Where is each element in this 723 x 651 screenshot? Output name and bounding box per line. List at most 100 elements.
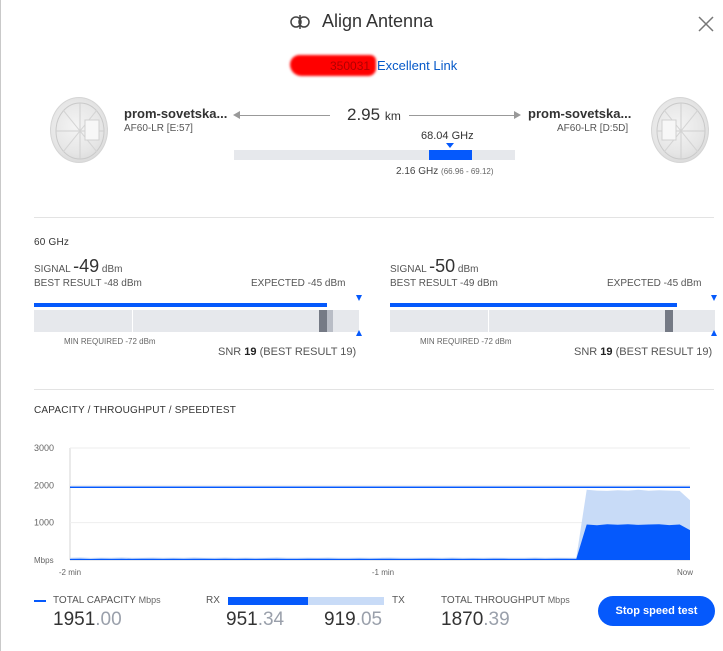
total-throughput-label: TOTAL THROUGHPUT xyxy=(441,595,545,606)
total-throughput-dec: .39 xyxy=(483,609,510,630)
local-expected: EXPECTED -45 dBm xyxy=(251,278,346,289)
distance-line-left xyxy=(238,115,330,116)
expected-marker-bottom-icon xyxy=(711,330,717,336)
signal-value: -49 xyxy=(73,256,100,276)
total-capacity-dec: .00 xyxy=(95,609,122,630)
antenna-icon xyxy=(290,15,310,29)
min-required-value: -72 dBm xyxy=(125,337,156,346)
expected-marker-bottom-icon xyxy=(356,330,362,336)
redacted-link-id xyxy=(290,55,376,76)
total-capacity-header: TOTAL CAPACITY Mbps xyxy=(53,595,161,606)
snr-label: SNR xyxy=(574,346,598,358)
link-status: Excellent Link xyxy=(377,58,458,73)
remote-device-name: prom-sovetska... xyxy=(528,106,632,121)
tx-value: 919.05 xyxy=(324,609,382,631)
capacity-throughput-chart: 3000 2000 1000 Mbps -2 min -1 min Now xyxy=(34,443,693,577)
local-best-result: BEST RESULT -48 dBm xyxy=(34,278,142,289)
snr-value: 19 xyxy=(600,346,613,358)
y-tick-label: 3000 xyxy=(34,443,54,453)
dish-grid-icon xyxy=(656,102,706,160)
divider xyxy=(34,217,714,218)
snr-best: (BEST RESULT 19) xyxy=(259,346,357,358)
total-throughput-header: TOTAL THROUGHPUT Mbps xyxy=(441,595,570,606)
frequency-marker-icon xyxy=(446,143,454,148)
rx-area xyxy=(70,524,690,560)
x-tick-label: -1 min xyxy=(372,568,394,577)
total-capacity-legend-line xyxy=(34,600,46,602)
remote-snr: SNR 19 (BEST RESULT 19) xyxy=(574,346,712,358)
snr-value: 19 xyxy=(244,346,257,358)
frequency-channel xyxy=(429,150,472,160)
channel-width-range: (66.96 - 69.12) xyxy=(441,167,494,176)
remote-expected: EXPECTED -45 dBm xyxy=(607,278,702,289)
dish-grid-icon xyxy=(55,102,105,160)
y-tick-label: 1000 xyxy=(34,518,54,528)
signal-label: SIGNAL xyxy=(34,264,71,275)
channel-width: 2.16 GHz (66.96 - 69.12) xyxy=(396,166,494,177)
tx-dec: .05 xyxy=(355,609,383,630)
link-distance: 2.95 km xyxy=(347,105,401,125)
local-signal: SIGNAL -49 dBm xyxy=(34,256,122,277)
center-frequency: 68.04 GHz xyxy=(421,130,474,142)
total-capacity-value: 1951.00 xyxy=(53,609,122,631)
remote-device-model: AF60-LR [D:5D] xyxy=(557,123,629,134)
frequency-spectrum-bar xyxy=(234,150,515,160)
expected-marker-icon xyxy=(711,295,717,301)
min-required-label: MIN REQUIRED xyxy=(420,337,480,346)
band-label: 60 GHz xyxy=(34,237,70,248)
expected-marker-icon xyxy=(356,295,362,301)
local-current-marker xyxy=(319,310,327,332)
channel-width-value: 2.16 GHz xyxy=(396,166,439,177)
close-icon[interactable] xyxy=(696,14,716,34)
remote-signal: SIGNAL -50 dBm xyxy=(390,256,478,277)
y-tick-label: 2000 xyxy=(34,480,54,490)
min-required-value: -72 dBm xyxy=(481,337,512,346)
local-device-model: AF60-LR [E:57] xyxy=(124,123,193,134)
rx-share-fill xyxy=(228,597,308,605)
distance-line-right xyxy=(409,115,514,116)
total-capacity-label: TOTAL CAPACITY xyxy=(53,595,136,606)
local-min-required: MIN REQUIRED -72 dBm xyxy=(64,337,156,346)
min-required-tick xyxy=(488,310,489,332)
rx-int: 951 xyxy=(226,609,258,630)
total-capacity-unit: Mbps xyxy=(138,595,161,605)
remote-signal-bar xyxy=(390,303,677,307)
tx-label: TX xyxy=(392,595,405,606)
signal-value: -50 xyxy=(429,256,456,276)
local-snr: SNR 19 (BEST RESULT 19) xyxy=(218,346,356,358)
total-throughput-unit: Mbps xyxy=(547,595,570,605)
distance-arrow-left-icon xyxy=(233,111,240,119)
rx-value: 951.34 xyxy=(226,609,284,631)
signal-unit: dBm xyxy=(457,264,479,275)
rx-label: RX xyxy=(206,595,220,606)
stop-speed-test-button[interactable]: Stop speed test xyxy=(598,596,715,626)
rx-dec: .34 xyxy=(257,609,285,630)
window-edge xyxy=(0,0,1,651)
remote-signal-track xyxy=(390,310,715,332)
distance-value: 2.95 xyxy=(347,105,381,124)
min-required-tick xyxy=(132,310,133,332)
x-tick-label: Now xyxy=(677,568,693,577)
link-id-partial: 350031 xyxy=(330,59,371,73)
total-capacity-int: 1951 xyxy=(53,609,96,630)
divider xyxy=(34,389,714,390)
total-throughput-int: 1870 xyxy=(441,609,484,630)
distance-unit: km xyxy=(384,109,401,123)
local-device-name: prom-sovetska... xyxy=(124,106,228,121)
tx-int: 919 xyxy=(324,609,356,630)
snr-best: (BEST RESULT 19) xyxy=(615,346,713,358)
total-throughput-value: 1870.39 xyxy=(441,609,510,631)
distance-arrow-right-icon xyxy=(514,111,521,119)
signal-unit: dBm xyxy=(101,264,123,275)
remote-min-required: MIN REQUIRED -72 dBm xyxy=(420,337,512,346)
dialog-title: Align Antenna xyxy=(322,11,434,31)
x-tick-label: -2 min xyxy=(59,568,81,577)
remote-current-marker xyxy=(665,310,673,332)
min-required-label: MIN REQUIRED xyxy=(64,337,124,346)
y-axis-unit-label: Mbps xyxy=(34,556,54,565)
remote-antenna-image xyxy=(651,97,709,163)
local-signal-track xyxy=(34,310,359,332)
local-antenna-image xyxy=(50,97,108,163)
local-best-marker xyxy=(327,310,333,332)
remote-best-result: BEST RESULT -49 dBm xyxy=(390,278,498,289)
